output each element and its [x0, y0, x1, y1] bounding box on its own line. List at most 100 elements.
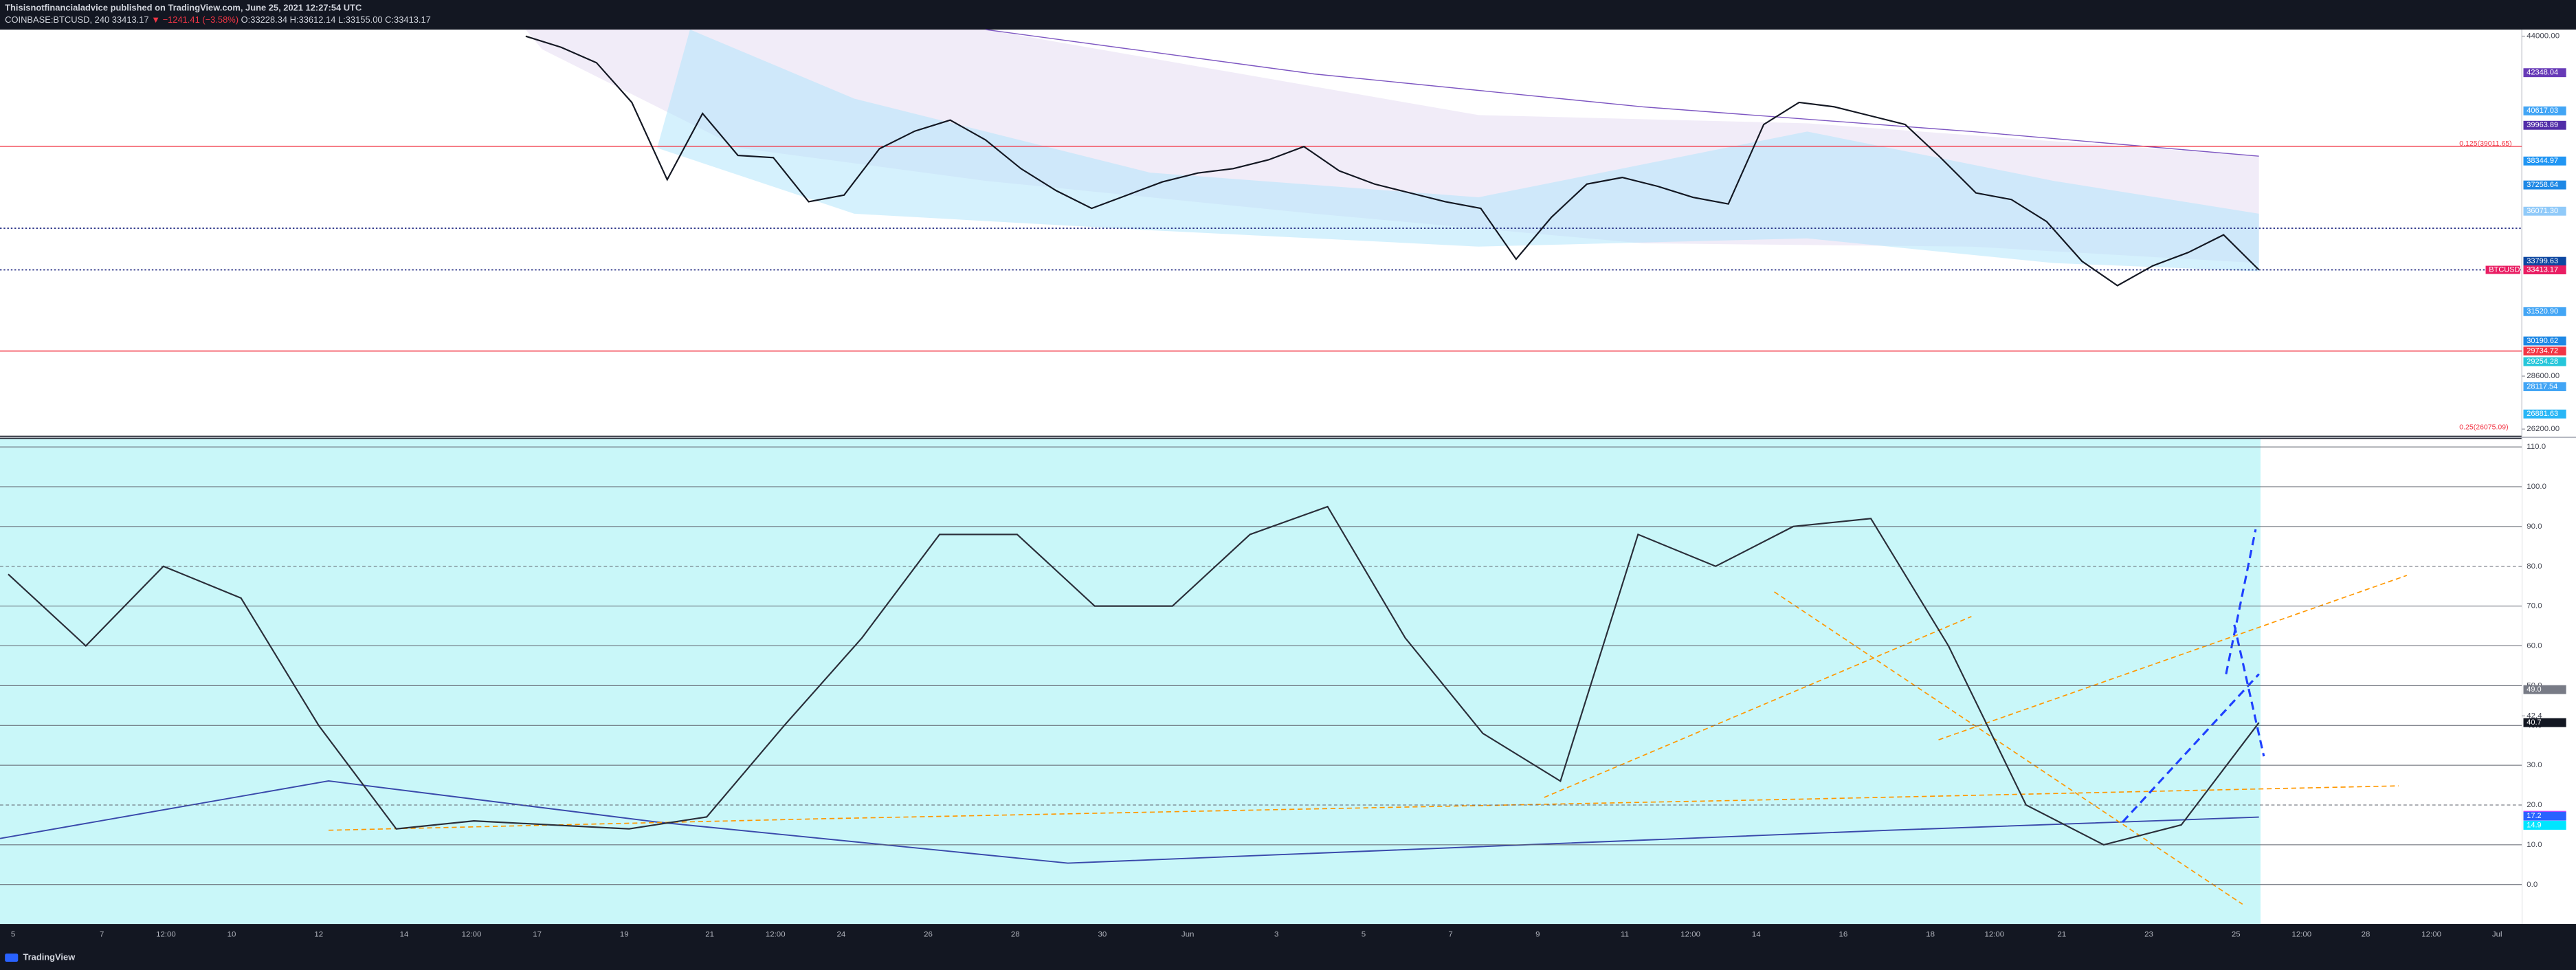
x-tick-label: 12 — [314, 931, 323, 939]
x-tick-label: 26 — [924, 931, 933, 939]
x-tick-label: Jul — [2492, 931, 2502, 939]
y-tick-label: 30.0 — [2527, 761, 2542, 769]
drawn-line — [2122, 673, 2260, 823]
axis-marker — [2523, 206, 2566, 216]
axis-marker-label: 39963.89 — [2527, 121, 2558, 129]
x-tick-label: 23 — [2144, 931, 2153, 939]
axis-marker — [2523, 357, 2566, 366]
x-tick-label: 21 — [705, 931, 714, 939]
axis-marker-label: 42348.04 — [2527, 69, 2558, 77]
header-symbol: COINBASE:BTCUSD, 240 33413.17 ▼ −1241.41… — [5, 14, 431, 25]
axis-marker — [2523, 811, 2566, 821]
y-tick-label: 0.0 — [2527, 881, 2538, 889]
x-tick-label: 30 — [1098, 931, 1107, 939]
x-tick-label: 12:00 — [156, 931, 176, 939]
axis-marker-label: 37258.64 — [2527, 181, 2558, 189]
x-tick-label: 24 — [836, 931, 845, 939]
axis-marker-label: 17.2 — [2527, 812, 2541, 820]
x-tick-label: 12:00 — [1984, 931, 2004, 939]
axis-marker-label: 33413.17 — [2527, 265, 2558, 274]
x-tick-label: 19 — [620, 931, 629, 939]
x-tick-label: 5 — [1362, 931, 1366, 939]
last-price: 33413.17 — [112, 14, 149, 25]
axis-marker-label: 14.9 — [2527, 821, 2541, 829]
x-tick-label: 18 — [1926, 931, 1935, 939]
axis-marker — [2523, 106, 2566, 115]
long-average — [0, 780, 2259, 864]
axis-marker-label: 26881.63 — [2527, 410, 2558, 418]
axis-marker — [2523, 180, 2566, 190]
x-tick-label: 7 — [1448, 931, 1452, 939]
x-tick-label: 17 — [533, 931, 542, 939]
x-tick-label: 16 — [1839, 931, 1848, 939]
axis-marker — [2523, 685, 2566, 694]
x-tick-label: 12:00 — [2291, 931, 2311, 939]
brand-logo — [5, 954, 19, 962]
x-tick-label: 14 — [400, 931, 409, 939]
axis-marker-label: 38344.97 — [2527, 157, 2558, 165]
axis-marker — [2523, 68, 2566, 78]
axis-marker — [2523, 336, 2566, 346]
y-tick-label: 20.0 — [2527, 801, 2542, 809]
axis-marker-label: 30190.62 — [2527, 337, 2558, 345]
x-tick-label: 12:00 — [2421, 931, 2441, 939]
level-label: 0.125(39011.65) — [2459, 140, 2511, 148]
x-tick-label: 9 — [1535, 931, 1540, 939]
trend-line — [329, 785, 2399, 831]
symbol-tag: BTCUSD — [2489, 265, 2520, 274]
y-tick-label: 100.0 — [2527, 483, 2546, 491]
x-tick-label: 10 — [227, 931, 236, 939]
y-tick-label: 70.0 — [2527, 602, 2542, 610]
oscillator-background — [0, 439, 2261, 925]
ohlc: O:33228.34 H:33612.14 L:33155.00 C:33413… — [241, 14, 431, 25]
axis-marker — [2523, 382, 2566, 392]
header-line: Thisisnotfinancialadvice published on Tr… — [5, 2, 362, 12]
symbol: COINBASE:BTCUSD, 240 — [5, 14, 109, 25]
series-line — [8, 505, 2260, 846]
x-tick-label: 12:00 — [766, 931, 786, 939]
series-line — [525, 35, 2260, 287]
y-tick-label: 44000.00 — [2527, 32, 2560, 41]
brand: TradingView — [23, 951, 76, 962]
axis-marker — [2523, 821, 2566, 830]
axis-marker-label: 33799.63 — [2527, 257, 2558, 265]
x-tick-label: 25 — [2232, 931, 2241, 939]
axis-marker — [2523, 718, 2566, 727]
x-tick-label: 14 — [1752, 931, 1761, 939]
x-tick-label: 12:00 — [462, 931, 482, 939]
x-tick-label: 12:00 — [1680, 931, 1700, 939]
axis-marker — [2523, 346, 2566, 356]
x-tick-label: 7 — [100, 931, 104, 939]
y-tick-label: 90.0 — [2527, 522, 2542, 531]
trend-line — [1774, 591, 2243, 905]
axis-marker-label: 29254.28 — [2527, 357, 2558, 366]
axis-marker — [2523, 120, 2566, 130]
axis-marker-label: 29734.72 — [2527, 347, 2558, 355]
y-tick-label: 60.0 — [2527, 642, 2542, 650]
axis-marker-label: 28117.54 — [2527, 382, 2557, 390]
x-tick-label: 11 — [1621, 931, 1629, 939]
trend-line — [1938, 575, 2408, 740]
axis-marker-label: 49.0 — [2527, 685, 2541, 694]
axis-marker — [2523, 156, 2566, 166]
axis-marker — [2523, 265, 2566, 275]
axis-marker-label: 40.7 — [2527, 718, 2541, 727]
x-tick-label: 5 — [11, 931, 15, 939]
x-tick-label: 28 — [2362, 931, 2370, 939]
axis-marker — [2523, 409, 2566, 419]
y-tick-label: 26200.00 — [2527, 425, 2560, 433]
price-axis — [2522, 30, 2576, 925]
moving-average — [986, 29, 2259, 157]
trend-line — [1544, 616, 1972, 798]
axis-marker-label: 40617.03 — [2527, 107, 2558, 115]
y-tick-label: 10.0 — [2527, 841, 2542, 849]
y-tick-label: 80.0 — [2527, 562, 2542, 571]
x-tick-label: Jun — [1181, 931, 1194, 939]
axis-marker-label: 42.4 — [2527, 712, 2542, 720]
drawn-line — [2233, 624, 2265, 757]
y-tick-label: 110.0 — [2527, 443, 2546, 451]
axis-marker-label: 36071.30 — [2527, 207, 2558, 215]
symbol-tag-box — [2485, 265, 2520, 274]
y-tick-label: 28600.00 — [2527, 372, 2560, 380]
